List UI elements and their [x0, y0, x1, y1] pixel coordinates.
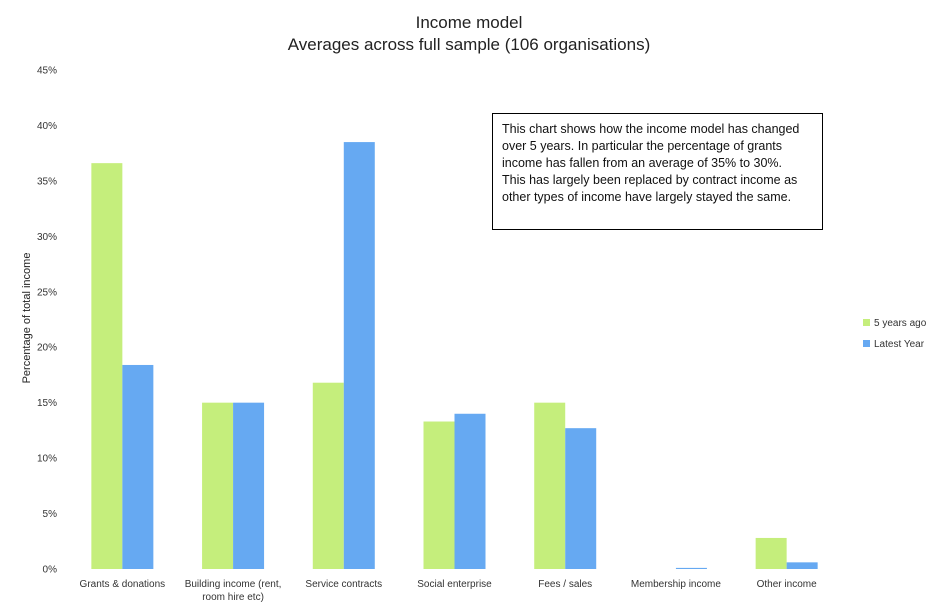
bar-latest-year	[122, 364, 154, 569]
y-tick-label: 25%	[37, 287, 57, 298]
category-label: Fees / sales	[538, 579, 592, 590]
annotation-line: over 5 years. In particular the percenta…	[502, 139, 783, 153]
category-label: Grants & donations	[80, 579, 166, 590]
annotation-line: This has largely been replaced by contra…	[502, 173, 798, 187]
legend: 5 years ago Latest Year	[863, 318, 927, 350]
bar-5-years-ago	[755, 537, 787, 569]
y-tick-label: 20%	[37, 343, 57, 354]
bar-latest-year	[565, 428, 597, 569]
y-tick-label: 35%	[37, 176, 57, 187]
y-tick-label: 10%	[37, 454, 57, 465]
category-label: Other income	[757, 579, 817, 590]
legend-label: Latest Year	[874, 339, 925, 350]
bar-latest-year	[343, 142, 375, 570]
y-tick-label: 45%	[37, 66, 57, 77]
category-label: Social enterprise	[417, 579, 492, 590]
chart-subtitle: Averages across full sample (106 organis…	[288, 35, 651, 54]
y-axis-ticks: 0% 5% 10% 15% 20% 25% 30% 35% 40% 45%	[37, 66, 57, 576]
bar-5-years-ago	[202, 402, 234, 569]
category-labels: Grants & donations Building income (rent,…	[80, 579, 818, 603]
bar-latest-year	[454, 413, 486, 569]
bar-5-years-ago	[91, 163, 123, 569]
annotation-line: This chart shows how the income model ha…	[502, 122, 800, 136]
annotation-box: This chart shows how the income model ha…	[492, 113, 823, 230]
y-tick-label: 0%	[43, 565, 58, 576]
annotation-line: other types of income have largely staye…	[502, 190, 792, 204]
bar-5-years-ago	[534, 402, 566, 569]
y-tick-label: 15%	[37, 398, 57, 409]
legend-swatch	[863, 340, 870, 347]
bar-latest-year	[786, 562, 818, 569]
legend-swatch	[863, 319, 870, 326]
y-tick-label: 40%	[37, 121, 57, 132]
chart-title: Income model	[416, 13, 523, 32]
y-tick-label: 5%	[43, 509, 58, 520]
bar-latest-year	[233, 402, 265, 569]
category-label: Building income (rent, room hire etc)	[185, 579, 282, 603]
bars-group	[91, 142, 818, 570]
category-label: Service contracts	[305, 579, 382, 590]
category-label: Membership income	[631, 579, 721, 590]
bar-5-years-ago	[312, 382, 344, 569]
y-tick-label: 30%	[37, 232, 57, 243]
bar-latest-year	[675, 567, 707, 569]
annotation-line: income has fallen from an average of 35%…	[502, 156, 783, 170]
y-axis-label: Percentage of total income	[21, 253, 33, 384]
bar-5-years-ago	[423, 421, 455, 569]
legend-label: 5 years ago	[874, 318, 927, 329]
